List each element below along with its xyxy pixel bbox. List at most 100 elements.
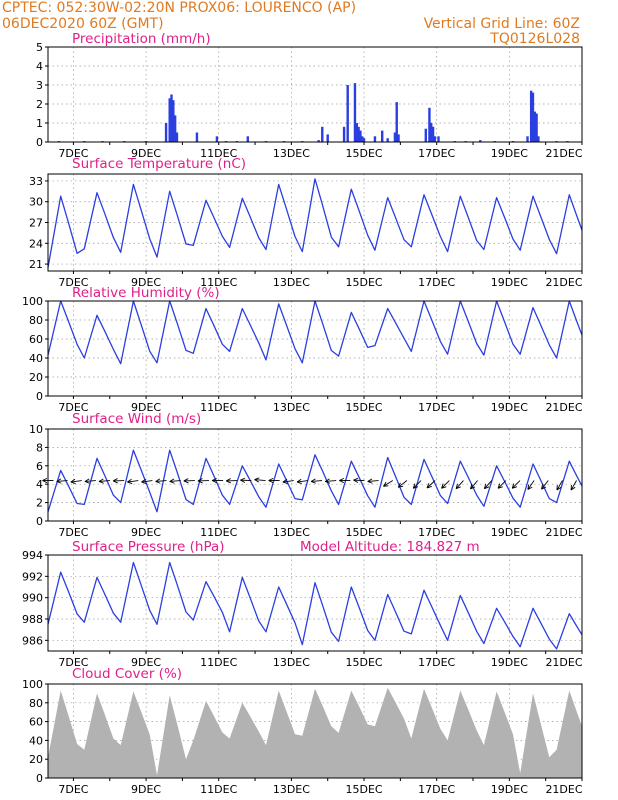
pressure-frame xyxy=(47,554,583,652)
wind-arrow-head xyxy=(70,478,76,485)
humidity-xtick-label: 11DEC xyxy=(200,401,237,414)
wind-arrow xyxy=(268,477,280,484)
panel-temperature: Surface Temperature (nC) 21 24 27 30 33 7DEC 9… xyxy=(29,156,583,289)
wind-xtick-label: 11DEC xyxy=(200,526,237,539)
wind-arrow-shaft xyxy=(484,480,493,489)
humidity-ytick-label: 60 xyxy=(29,333,43,346)
wind-arrow xyxy=(70,478,82,485)
header-run-date: 06DEC2020 60Z (GMT) xyxy=(2,16,164,32)
pressure-xtick-label: 9DEC xyxy=(131,656,161,669)
precipitation-bar xyxy=(170,94,173,142)
wind-arrow xyxy=(56,478,68,484)
wind-arrow-shaft xyxy=(412,480,422,489)
header-grid-note: Vertical Grid Line: 60Z xyxy=(424,16,580,32)
precipitation-xtick-label: 19DEC xyxy=(491,147,528,160)
wind-arrow-shaft xyxy=(99,480,111,482)
cloud-cover-ytick-label: 100 xyxy=(22,678,43,691)
precipitation-ytick-label: 5 xyxy=(36,41,43,54)
precipitation-bar xyxy=(355,123,358,142)
humidity-xtick-label: 17DEC xyxy=(418,401,455,414)
cloud-cover-area xyxy=(48,687,582,778)
wind-arrow-shaft xyxy=(254,479,266,481)
precipitation-title: Precipitation (mm/h) xyxy=(72,31,211,47)
humidity-xtick-label: 9DEC xyxy=(131,401,161,414)
wind-arrow-head xyxy=(353,477,359,483)
wind-arrow xyxy=(497,480,507,489)
precipitation-bar xyxy=(479,140,482,142)
humidity-xtick-label: 13DEC xyxy=(273,401,310,414)
wind-xtick-label: 19DEC xyxy=(491,526,528,539)
wind-arrow xyxy=(367,478,379,484)
precipitation-bar xyxy=(431,126,435,142)
wind-arrow xyxy=(282,478,294,485)
humidity-ytick-label: 20 xyxy=(29,371,43,384)
cloud-cover-xtick-label: 9DEC xyxy=(131,783,161,796)
wind-ytick-label: 8 xyxy=(36,441,43,454)
cloud-cover-xtick-label: 17DEC xyxy=(418,783,455,796)
wind-arrow-head xyxy=(226,478,232,484)
wind-arrow-head xyxy=(98,478,104,484)
cloud-cover-xtick-label: 13DEC xyxy=(273,783,310,796)
temperature-ytick-label: 24 xyxy=(29,237,43,250)
precipitation-bar xyxy=(173,115,177,142)
wind-line xyxy=(47,449,583,513)
humidity-xtick-label: 19DEC xyxy=(491,401,528,414)
pressure-line xyxy=(47,561,583,650)
cloud-cover-xtick-label: 7DEC xyxy=(58,783,88,796)
wind-arrow-head xyxy=(497,483,503,489)
wind-arrow xyxy=(240,477,252,483)
wind-arrow-shaft xyxy=(383,480,393,487)
wind-arrow xyxy=(570,480,577,491)
wind-arrow-head xyxy=(470,483,476,490)
panel-precipitation: Precipitation (mm/h) 0 1 2 3 4 5 7DEC 9DEC 11DEC… xyxy=(36,31,583,160)
wind-arrow-shaft xyxy=(56,480,68,482)
precipitation-xtick-label: 17DEC xyxy=(418,147,455,160)
precipitation-xtick-label: 7DEC xyxy=(58,147,88,160)
cloud-cover-ytick-label: 40 xyxy=(29,734,43,747)
wind-arrow xyxy=(483,480,493,490)
precipitation-xtick-label: 15DEC xyxy=(345,147,382,160)
wind-arrow xyxy=(426,480,436,489)
precipitation-bar xyxy=(359,130,362,142)
pressure-ytick-label: 990 xyxy=(22,592,43,605)
pressure-ytick-label: 992 xyxy=(22,570,43,583)
wind-xtick-label: 17DEC xyxy=(418,526,455,539)
precipitation-bar xyxy=(424,128,427,142)
wind-arrow xyxy=(84,478,96,484)
precipitation-bar xyxy=(535,113,538,142)
wind-arrow-head xyxy=(310,478,316,484)
wind-arrow-head xyxy=(112,478,118,484)
wind-arrow xyxy=(556,480,563,491)
model-altitude-label: Model Altitude: 184.827 m xyxy=(300,539,480,555)
wind-title: Surface Wind (m/s) xyxy=(72,411,201,427)
wind-arrow-shaft xyxy=(470,480,478,490)
wind-arrow-shaft xyxy=(84,480,96,482)
wind-arrow-head xyxy=(282,478,288,485)
wind-arrow xyxy=(470,480,478,490)
temperature-xtick-label: 15DEC xyxy=(345,276,382,289)
wind-arrow-head xyxy=(441,483,447,489)
wind-ytick-label: 6 xyxy=(36,460,43,473)
wind-arrow xyxy=(254,477,266,483)
wind-arrow-head xyxy=(183,478,189,484)
precipitation-bar xyxy=(395,102,398,142)
pressure-xtick-label: 19DEC xyxy=(491,656,528,669)
temperature-title: Surface Temperature (nC) xyxy=(72,156,246,172)
panel-cloud-cover: Cloud Cover (%) 0 20 40 60 80 100 7DEC 9DEC 11DE… xyxy=(22,666,583,796)
cloud-cover-xtick-label: 11DEC xyxy=(200,783,237,796)
wind-arrow-shaft xyxy=(497,480,507,489)
precipitation-bar xyxy=(433,136,437,142)
panel-wind: Surface Wind (m/s) 0 2 4 6 8 10 7DEC 9DEC 11DEC 1… xyxy=(29,411,583,539)
wind-arrow xyxy=(339,477,351,484)
precipitation-ytick-label: 0 xyxy=(36,136,43,149)
wind-arrow-shaft xyxy=(282,480,294,483)
wind-arrow-shaft xyxy=(556,480,563,491)
wind-arrow-head xyxy=(483,483,490,490)
precipitation-ytick-label: 1 xyxy=(36,117,43,130)
humidity-title: Relative Humidity (%) xyxy=(72,285,220,301)
precipitation-bar xyxy=(357,126,360,142)
wind-ytick-label: 0 xyxy=(36,515,43,528)
wind-arrow xyxy=(226,478,238,484)
wind-arrow xyxy=(441,480,450,489)
